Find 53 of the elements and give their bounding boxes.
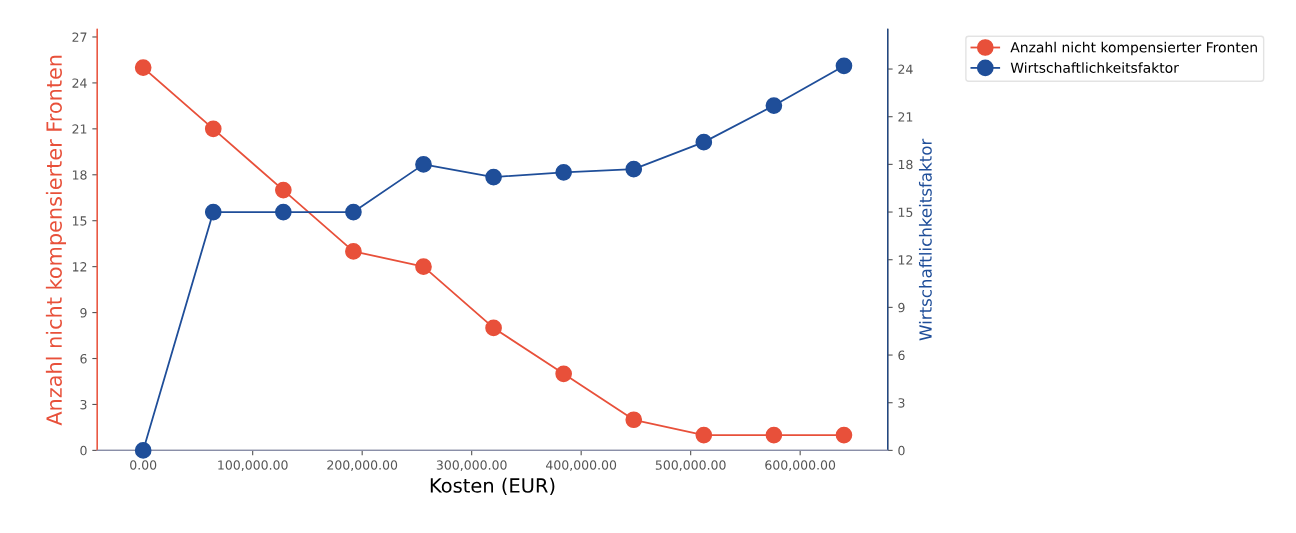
x-tick-label: 100,000.00	[218, 460, 288, 472]
x-tick-label: 300,000.00	[436, 460, 507, 472]
y-tick-label: 3	[80, 399, 87, 410]
x-tick-label: 500,000.00	[655, 460, 726, 472]
x-tick-label: 600,000.00	[765, 460, 836, 472]
point	[204, 120, 222, 138]
point	[275, 203, 292, 221]
y2-tick-label: 9	[898, 302, 905, 313]
y-tick-label: 27	[72, 32, 87, 42]
y2-tick-label: 3	[898, 398, 905, 408]
point	[345, 242, 362, 260]
point	[555, 365, 572, 383]
point	[695, 133, 713, 151]
y-axis-title: Anzahl nicht kompensierter Fronten	[45, 55, 67, 426]
point	[345, 203, 362, 221]
y-tick-label: 0	[80, 445, 87, 456]
x-tick-label: 400,000.00	[546, 460, 617, 472]
y2-tick-label: 21	[898, 112, 913, 122]
point	[835, 57, 853, 75]
point	[695, 426, 713, 444]
point	[835, 426, 853, 444]
point	[625, 411, 643, 429]
point	[765, 97, 783, 114]
y2-tick-label: 6	[898, 350, 905, 360]
y-tick-label: 18	[72, 170, 87, 180]
y-tick-label: 12	[72, 262, 87, 272]
y2-axis-title: Wirtschaftlichkeitsfaktor	[918, 138, 932, 341]
y2-tick-label: 0	[898, 445, 905, 456]
y-tick-label: 21	[72, 124, 87, 134]
point	[134, 59, 152, 76]
x-tick-label: 200,000.00	[327, 460, 398, 472]
legend-label: Wirtschaftlichkeitsfaktor	[1010, 62, 1179, 73]
x-tick-label: 0.00	[130, 460, 157, 470]
y2-tick-label: 15	[898, 207, 913, 217]
y-tick-label: 9	[80, 308, 87, 318]
y-tick-label: 24	[72, 78, 87, 88]
y-tick-label: 6	[80, 353, 87, 364]
point	[485, 319, 502, 337]
point	[555, 163, 572, 181]
point	[625, 160, 643, 178]
point	[485, 168, 502, 186]
point	[204, 203, 222, 221]
y2-tick-label: 24	[898, 64, 913, 74]
point	[275, 181, 292, 199]
point	[415, 156, 432, 173]
y-tick-label: 15	[72, 216, 87, 226]
y2-tick-label: 12	[898, 255, 913, 265]
point	[134, 442, 152, 459]
point	[765, 426, 783, 444]
point	[415, 258, 432, 275]
y2-tick-label: 18	[898, 159, 913, 170]
legend-label: Anzahl nicht kompensierter Fronten	[1010, 41, 1257, 56]
x-axis-title: Kosten (EUR)	[430, 477, 555, 496]
